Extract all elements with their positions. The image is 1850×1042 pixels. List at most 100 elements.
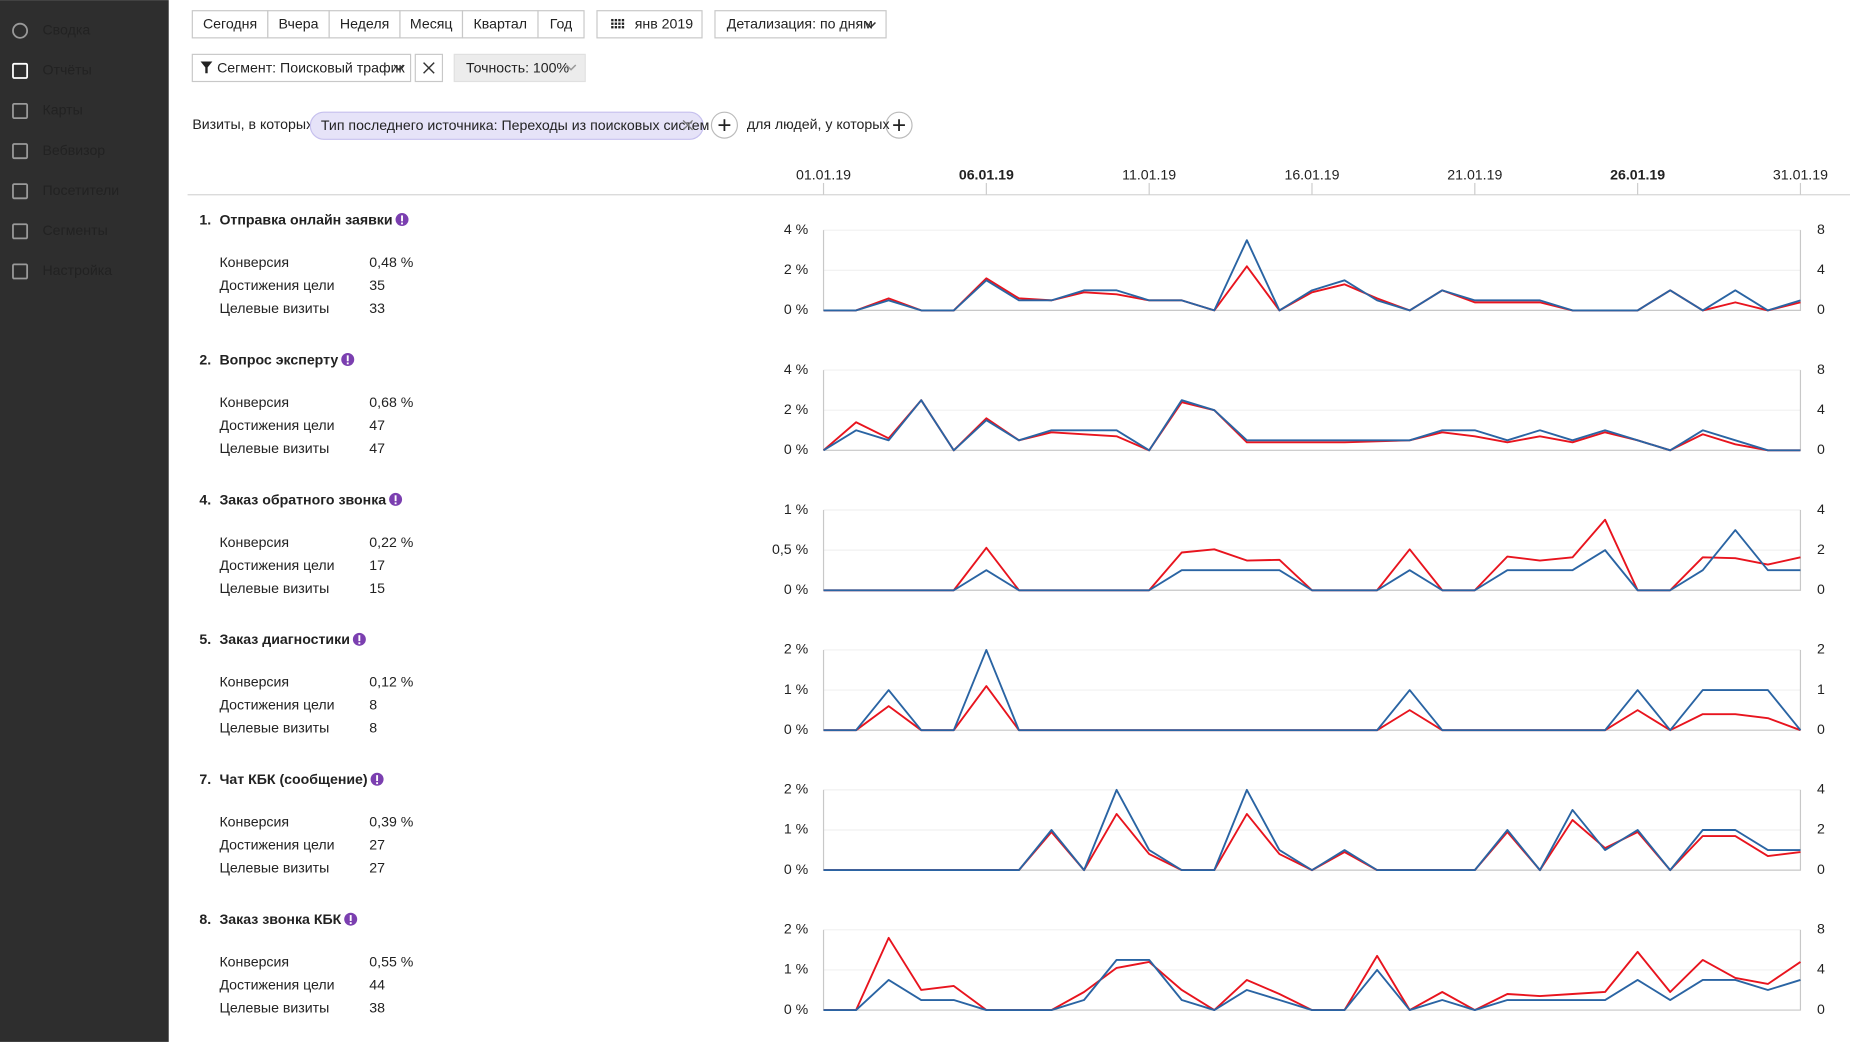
goal-number: 8. bbox=[199, 911, 211, 927]
sidebar-item[interactable]: Вебвизор bbox=[42, 142, 105, 158]
chevron bbox=[865, 21, 876, 29]
series-line bbox=[823, 788, 1801, 872]
metric-value: 27 bbox=[369, 860, 385, 876]
y2-tick-label: 2 bbox=[1817, 541, 1825, 557]
filter-chip[interactable] bbox=[309, 111, 704, 140]
sidebar-icon bbox=[12, 103, 29, 119]
y-tick-label: 2 % bbox=[784, 261, 809, 277]
filter-prefix: Визиты, в которых bbox=[192, 116, 313, 132]
sidebar bbox=[0, 0, 169, 1042]
period-button[interactable] bbox=[267, 10, 330, 39]
goal-info-dot bbox=[376, 782, 379, 785]
metric-value: 0,48 % bbox=[369, 254, 413, 270]
calendar-dot bbox=[618, 18, 621, 22]
metric-label: Достижения цели bbox=[219, 277, 334, 293]
plus-icon bbox=[893, 119, 905, 132]
calendar-dot bbox=[621, 18, 625, 22]
date-tick-label: 21.01.19 bbox=[1447, 167, 1502, 183]
calendar-dot bbox=[618, 26, 621, 29]
metric-value: 0,39 % bbox=[369, 814, 413, 830]
calendar-dot bbox=[611, 22, 614, 25]
y-tick-label: 0 % bbox=[784, 301, 809, 317]
series-line bbox=[823, 529, 1801, 592]
sidebar-item[interactable]: Посетители bbox=[42, 182, 119, 198]
y-tick-label: 1 % bbox=[784, 821, 809, 837]
sidebar-item[interactable]: Сводка bbox=[42, 22, 90, 38]
y-tick-label: 2 % bbox=[784, 781, 809, 797]
period-button[interactable] bbox=[191, 10, 269, 39]
y2-tick-label: 2 bbox=[1817, 821, 1825, 837]
goal-info-dot bbox=[358, 642, 361, 645]
metric-value: 38 bbox=[369, 1000, 385, 1016]
y2-tick-label: 4 bbox=[1817, 961, 1825, 977]
detail-button[interactable] bbox=[714, 10, 887, 39]
y2-tick-label: 4 bbox=[1817, 261, 1825, 277]
y-tick-label: 2 % bbox=[784, 401, 809, 417]
goal-name[interactable]: Чат КБК (сообщение) bbox=[219, 771, 367, 787]
metric-value: 33 bbox=[369, 300, 385, 316]
calendar-dot bbox=[621, 26, 625, 29]
metric-value: 47 bbox=[369, 417, 385, 433]
y2-tick-label: 8 bbox=[1817, 921, 1825, 937]
calendar-dot bbox=[614, 26, 618, 29]
y-tick-label: 1 % bbox=[784, 681, 809, 697]
goal-name[interactable]: Отправка онлайн заявки bbox=[219, 211, 392, 227]
metric-label: Достижения цели bbox=[219, 837, 334, 853]
metric-value: 35 bbox=[369, 277, 385, 293]
y-tick-label: 4 % bbox=[784, 361, 809, 377]
metric-value: 8 bbox=[369, 697, 377, 713]
series-line bbox=[823, 958, 1801, 1011]
sidebar-item[interactable]: Карты bbox=[42, 102, 82, 118]
y2-tick-label: 8 bbox=[1817, 221, 1825, 237]
metric-label: Достижения цели bbox=[219, 977, 334, 993]
y2-tick-label: 1 bbox=[1817, 681, 1825, 697]
metric-label: Конверсия bbox=[219, 954, 289, 970]
y-tick-label: 2 % bbox=[784, 641, 809, 657]
series-line bbox=[823, 936, 1801, 1011]
chevron bbox=[393, 64, 405, 71]
period-button[interactable] bbox=[399, 10, 464, 39]
y2-tick-label: 0 bbox=[1817, 721, 1825, 737]
period-label: Год bbox=[550, 16, 573, 32]
goal-number: 1. bbox=[199, 211, 211, 227]
sidebar-item[interactable]: Отчёты bbox=[42, 62, 91, 78]
sidebar-item[interactable]: Настройка bbox=[42, 262, 112, 278]
sidebar-item[interactable]: Сегменты bbox=[42, 222, 107, 238]
sidebar-icon bbox=[12, 223, 29, 240]
goal-name[interactable]: Заказ диагностики bbox=[219, 631, 349, 647]
y2-tick-label: 0 bbox=[1817, 581, 1825, 597]
goal-number: 7. bbox=[199, 771, 211, 787]
y2-tick-label: 0 bbox=[1817, 1001, 1825, 1017]
accuracy-button[interactable] bbox=[453, 53, 586, 83]
chart-frame bbox=[822, 230, 1802, 311]
metric-value: 47 bbox=[369, 440, 385, 456]
metric-value: 15 bbox=[369, 580, 385, 596]
metric-label: Целевые визиты bbox=[219, 1000, 329, 1016]
y2-tick-label: 4 bbox=[1817, 401, 1825, 417]
metric-label: Конверсия bbox=[219, 394, 289, 410]
period-button[interactable] bbox=[537, 10, 585, 39]
metric-label: Достижения цели bbox=[219, 697, 334, 713]
segment-button[interactable] bbox=[191, 53, 412, 83]
goal-name[interactable]: Заказ звонка КБК bbox=[219, 911, 341, 927]
filter-icon bbox=[200, 61, 213, 74]
date-tick-label: 31.01.19 bbox=[1773, 167, 1828, 183]
period-button[interactable] bbox=[461, 10, 539, 39]
sidebar-icon bbox=[12, 22, 29, 39]
goal-info-dot bbox=[349, 922, 352, 925]
y-tick-label: 0,5 % bbox=[772, 541, 809, 557]
y-tick-label: 0 % bbox=[784, 441, 809, 457]
series-line bbox=[823, 649, 1802, 732]
goal-info-mark bbox=[358, 635, 361, 642]
calendar-dot bbox=[621, 22, 625, 25]
goal-name[interactable]: Вопрос эксперту bbox=[219, 351, 338, 367]
period-button[interactable] bbox=[328, 10, 401, 39]
series-line bbox=[823, 265, 1801, 312]
month-button[interactable] bbox=[596, 10, 703, 39]
goal-name[interactable]: Заказ обратного звонка bbox=[219, 491, 386, 507]
goal-number: 4. bbox=[199, 491, 211, 507]
calendar-dot bbox=[614, 18, 618, 22]
metric-value: 0,22 % bbox=[369, 534, 413, 550]
metric-label: Целевые визиты bbox=[219, 860, 329, 876]
